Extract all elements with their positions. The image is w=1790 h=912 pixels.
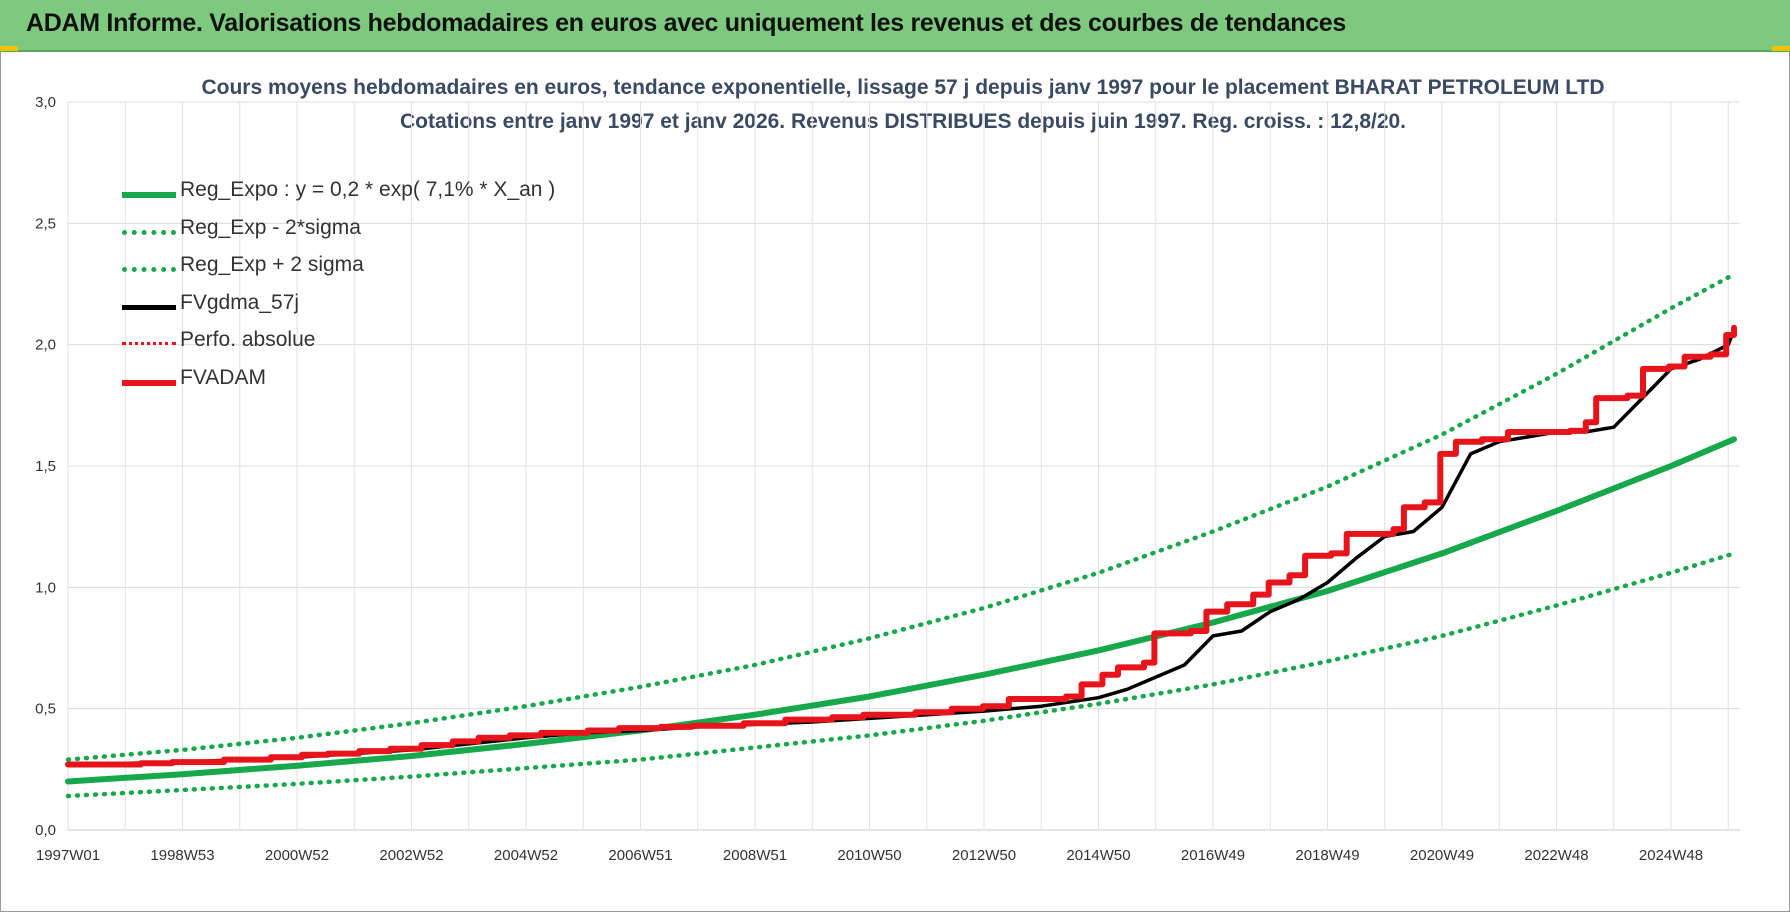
series-line-fvgdma [66,328,1736,767]
legend-label-fvgdma: FVgdma_57j [180,290,300,314]
legend-label-fvadam: FVADAM [180,365,266,389]
report-banner: ADAM Informe. Valorisations hebdomadaire… [0,0,1790,52]
y-tick-label: 1,0 [35,579,56,596]
legend-label-reg-expo: Reg_Expo : y = 0,2 * exp( 7,1% * X_an ) [180,178,556,201]
report-title: ADAM Informe. Valorisations hebdomadaire… [26,9,1347,37]
legend-swatch-fvgdma [122,304,176,310]
corner-marker [0,46,18,51]
chart-title-line2: Cotations entre janv 1997 et janv 2026. … [399,110,1407,133]
x-tick-label: 2000W52 [265,847,329,864]
legend-label-reg-minus: Reg_Exp - 2*sigma [180,215,361,239]
x-tick-label: 2004W52 [494,847,558,864]
x-tick-label: 2006W51 [608,847,672,864]
series-line-reg_plus [65,272,1737,762]
legend-swatch-reg-minus [122,229,176,235]
x-tick-label: 2008W51 [723,847,787,864]
y-tick-label: 2,5 [35,215,56,232]
legend-swatch-perfo [122,342,176,345]
legend-label-reg-plus: Reg_Exp + 2 sigma [180,253,364,276]
series-line-fvadam [65,324,1737,768]
legend-swatch-fvadam [122,379,176,386]
x-tick-label: 2018W49 [1295,847,1359,864]
x-tick-label: 2010W50 [837,847,901,864]
legend-label-perfo: Perfo. absolue [180,328,316,351]
y-tick-label: 1,5 [35,458,56,475]
y-tick-label: 0,5 [35,701,56,718]
x-tick-label: 2002W52 [379,847,443,864]
y-tick-label: 3,0 [35,94,56,111]
x-axis-ticks: 1997W01 1998W53 2000W52 2002W52 2004W52 2006W… [36,847,1703,864]
series-line-reg_minus [65,551,1737,799]
y-tick-label: 2,0 [35,337,56,354]
x-tick-label: 2016W49 [1181,847,1245,864]
corner-marker [1772,46,1790,51]
x-tick-label: 2020W49 [1410,847,1474,864]
y-axis-ticks: 0,0 0,5 1,0 1,5 2,0 2,5 3,0 [35,94,56,839]
chart-title-line1: Cours moyens hebdomadaires en euros, ten… [201,76,1605,99]
x-tick-label: 1997W01 [36,847,100,864]
series-line-reg_expo [65,436,1737,785]
legend-swatch-reg-expo [122,192,176,198]
x-tick-label: 2022W48 [1524,847,1588,864]
x-tick-label: 2024W48 [1639,847,1703,864]
series-layer [65,272,1737,799]
x-tick-label: 2012W50 [952,847,1016,864]
legend-swatch-reg-plus [122,267,176,272]
x-tick-label: 1998W53 [150,847,214,864]
gridlines [67,101,1740,831]
x-tick-label: 2014W50 [1066,847,1130,864]
y-tick-label: 0,0 [35,822,56,839]
